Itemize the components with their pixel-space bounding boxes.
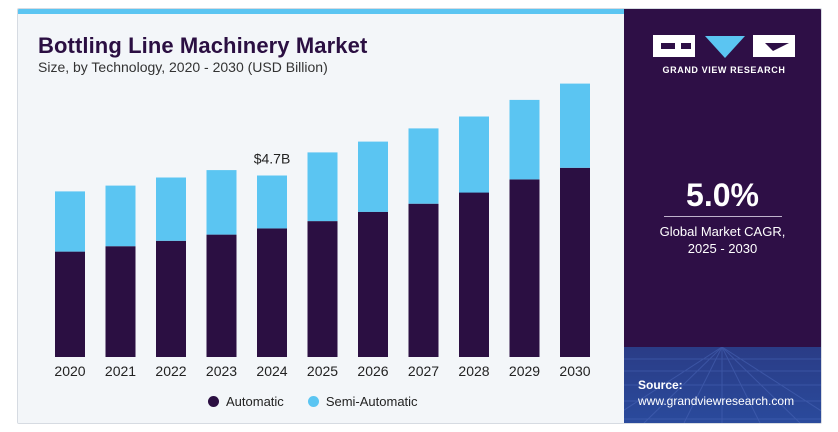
x-tick-label-2023: 2023 xyxy=(206,363,237,379)
accent-bar xyxy=(18,9,624,14)
legend-swatch-semi-automatic xyxy=(307,395,319,407)
bar-semi-automatic-2024 xyxy=(257,175,287,229)
bar-semi-automatic-2020 xyxy=(55,191,85,252)
infographic-card: Bottling Line Machinery Market Size, by … xyxy=(17,8,822,424)
x-tick-label-2030: 2030 xyxy=(559,363,590,379)
bar-semi-automatic-2025 xyxy=(307,152,338,222)
x-tick-label-2027: 2027 xyxy=(408,363,439,379)
bar-semi-automatic-2029 xyxy=(509,99,540,180)
source-url[interactable]: www.grandviewresearch.com xyxy=(638,394,795,408)
legend-label-automatic: Automatic xyxy=(226,393,284,409)
cagr-label-line1: Global Market CAGR, xyxy=(659,224,786,239)
bar-automatic-2022 xyxy=(156,240,186,357)
x-tick-label-2029: 2029 xyxy=(509,363,540,379)
chart-title: Bottling Line Machinery Market xyxy=(38,33,368,58)
bar-chart: 2020 2021 2022 2023 2024 2025 2026 2027 2028 2029… xyxy=(54,83,591,379)
brand-name: GRAND VIEW RESEARCH xyxy=(662,65,786,75)
bar-semi-automatic-2026 xyxy=(358,141,388,212)
x-tick-label-2021: 2021 xyxy=(105,363,136,379)
legend-item-semi-automatic: Semi-Automatic xyxy=(307,393,418,409)
side-panel: GRAND VIEW RESEARCH 5.0% Global Market C… xyxy=(624,9,821,423)
bar-semi-automatic-2023 xyxy=(206,170,237,235)
data-label-2024: $4.7B xyxy=(254,151,291,167)
bar-automatic-2027 xyxy=(408,203,439,357)
bar-semi-automatic-2030 xyxy=(560,83,590,168)
bar-automatic-2028 xyxy=(459,192,489,357)
bar-automatic-2021 xyxy=(105,246,136,357)
x-tick-label-2024: 2024 xyxy=(256,363,287,379)
x-tick-label-2028: 2028 xyxy=(458,363,489,379)
legend-swatch-automatic xyxy=(208,395,219,407)
gvr-logo-icon xyxy=(653,35,795,58)
legend-item-automatic: Automatic xyxy=(208,394,284,409)
x-tick-label-2020: 2020 xyxy=(54,363,85,379)
x-tick-label-2022: 2022 xyxy=(155,363,186,379)
bar-automatic-2020 xyxy=(55,251,85,357)
bar-semi-automatic-2021 xyxy=(105,185,136,247)
bar-automatic-2030 xyxy=(560,167,590,357)
cagr-value: 5.0% xyxy=(686,177,759,213)
bar-automatic-2025 xyxy=(307,221,338,357)
bar-semi-automatic-2028 xyxy=(459,116,489,193)
bar-automatic-2024 xyxy=(257,228,287,357)
grid-pattern-icon xyxy=(624,347,821,423)
chart-legend: Automatic Semi-Automatic xyxy=(208,391,442,411)
cagr-divider xyxy=(664,216,782,217)
bar-semi-automatic-2022 xyxy=(156,177,186,241)
legend-label-semi-automatic: Semi-Automatic xyxy=(325,393,418,409)
cagr-label-line2: 2025 - 2030 xyxy=(687,241,758,256)
bar-automatic-2023 xyxy=(206,234,237,357)
bar-automatic-2026 xyxy=(358,211,388,357)
x-tick-label-2026: 2026 xyxy=(357,363,388,379)
brand-logo: GRAND VIEW RESEARCH xyxy=(649,33,799,75)
x-tick-label-2025: 2025 xyxy=(307,363,338,379)
source-band: Source: www.grandviewresearch.com xyxy=(624,347,821,423)
chart-subtitle: Size, by Technology, 2020 - 2030 (USD Bi… xyxy=(38,59,328,75)
bar-automatic-2029 xyxy=(509,179,540,357)
source-label: Source: xyxy=(638,378,683,392)
bar-semi-automatic-2027 xyxy=(408,128,439,204)
cagr-label: Global Market CAGR, 2025 - 2030 xyxy=(624,223,821,257)
